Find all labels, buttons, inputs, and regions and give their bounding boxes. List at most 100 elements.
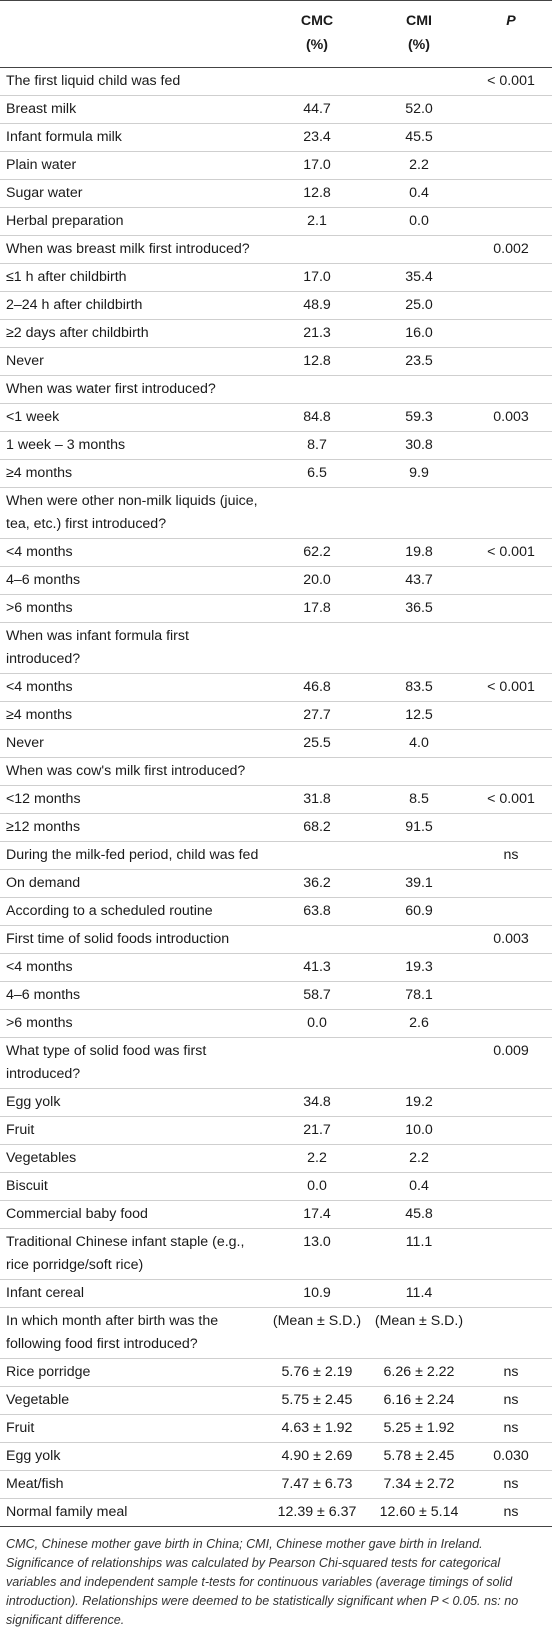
table-row: <4 months 46.8 83.5 < 0.001 <box>0 673 552 702</box>
row-label: <1 week <box>0 403 266 432</box>
table-row: Vegetables 2.2 2.2 <box>0 1144 552 1173</box>
row-label: Normal family meal <box>0 1498 266 1527</box>
row-label: 4–6 months <box>0 981 266 1010</box>
cmi-value: 0.0 <box>368 207 470 236</box>
table-row: Rice porridge 5.76 ± 2.19 6.26 ± 2.22 ns <box>0 1358 552 1387</box>
row-label: First time of solid foods introduction <box>0 925 266 954</box>
data-table: CMC (%) CMI (%) P The first liquid child… <box>0 0 552 1527</box>
table-row: When was cow's milk first introduced? <box>0 757 552 786</box>
table-row: When were other non-milk liquids (juice,… <box>0 487 552 539</box>
row-label: Infant formula milk <box>0 123 266 152</box>
row-label: Traditional Chinese infant staple (e.g.,… <box>0 1228 266 1280</box>
p-value <box>470 207 552 236</box>
table-header: CMC (%) CMI (%) P <box>0 0 552 68</box>
row-label: During the milk-fed period, child was fe… <box>0 841 266 870</box>
row-label: Sugar water <box>0 179 266 208</box>
p-value: 0.003 <box>470 403 552 432</box>
table-row: When was breast milk first introduced? 0.… <box>0 235 552 264</box>
table-row: >6 months 0.0 2.6 <box>0 1009 552 1038</box>
table-row: <1 week 84.8 59.3 0.003 <box>0 403 552 432</box>
p-value: ns <box>470 1386 552 1415</box>
table-row: Plain water 17.0 2.2 <box>0 151 552 180</box>
cmi-value: 11.4 <box>368 1279 470 1308</box>
cmi-value: 16.0 <box>368 319 470 348</box>
row-label: >6 months <box>0 1009 266 1038</box>
cmc-value: 12.8 <box>266 347 368 376</box>
cmc-value: 46.8 <box>266 673 368 702</box>
cmi-value: 4.0 <box>368 729 470 758</box>
p-value: ns <box>470 1358 552 1387</box>
table-row: Vegetable 5.75 ± 2.45 6.16 ± 2.24 ns <box>0 1386 552 1415</box>
cmc-value: 0.0 <box>266 1009 368 1038</box>
p-value: < 0.001 <box>470 785 552 814</box>
cmc-value: 17.0 <box>266 263 368 292</box>
cmi-value: 35.4 <box>368 263 470 292</box>
cmi-value: 45.8 <box>368 1200 470 1229</box>
cmc-value: 20.0 <box>266 566 368 595</box>
row-label: Vegetables <box>0 1144 266 1173</box>
table-row: Fruit 21.7 10.0 <box>0 1116 552 1145</box>
table-footnote: CMC, Chinese mother gave birth in China;… <box>6 1537 519 1627</box>
table-row: What type of solid food was first introd… <box>0 1037 552 1089</box>
table-row: Sugar water 12.8 0.4 <box>0 179 552 208</box>
cmi-value: 30.8 <box>368 431 470 460</box>
cmi-value: 9.9 <box>368 459 470 488</box>
row-label: When was breast milk first introduced? <box>0 235 266 264</box>
table-row: Biscuit 0.0 0.4 <box>0 1172 552 1201</box>
cmc-value: 10.9 <box>266 1279 368 1308</box>
p-value <box>470 729 552 758</box>
table-row: During the milk-fed period, child was fe… <box>0 841 552 870</box>
cmi-value <box>368 925 470 954</box>
cmc-value: 34.8 <box>266 1088 368 1117</box>
row-label: According to a scheduled routine <box>0 897 266 926</box>
table-row: ≥2 days after childbirth 21.3 16.0 <box>0 319 552 348</box>
cmi-value: 60.9 <box>368 897 470 926</box>
cmc-value <box>266 925 368 954</box>
p-value <box>470 1200 552 1229</box>
p-value <box>470 701 552 730</box>
cmc-value: 17.8 <box>266 594 368 623</box>
row-label: Vegetable <box>0 1386 266 1415</box>
cmi-value: 19.3 <box>368 953 470 982</box>
cmi-value: 12.60 ± 5.14 <box>368 1498 470 1527</box>
table-row: ≥4 months 27.7 12.5 <box>0 701 552 730</box>
p-value: < 0.001 <box>470 67 552 96</box>
header-cmc: CMC <box>300 13 334 29</box>
row-label: Never <box>0 347 266 376</box>
row-label: 2–24 h after childbirth <box>0 291 266 320</box>
table-row: <4 months 62.2 19.8 < 0.001 <box>0 538 552 567</box>
cmi-value: 5.25 ± 1.92 <box>368 1414 470 1443</box>
table-row: Commercial baby food 17.4 45.8 <box>0 1200 552 1229</box>
row-label: >6 months <box>0 594 266 623</box>
row-label: Fruit <box>0 1116 266 1145</box>
cmc-value: (Mean ± S.D.) <box>266 1307 368 1359</box>
cmc-value <box>266 487 368 539</box>
row-label: <4 months <box>0 953 266 982</box>
p-value: 0.009 <box>470 1037 552 1089</box>
cmi-value <box>368 1037 470 1089</box>
cmi-value: 52.0 <box>368 95 470 124</box>
cmc-value: 44.7 <box>266 95 368 124</box>
table-row: Never 25.5 4.0 <box>0 729 552 758</box>
cmi-value: 25.0 <box>368 291 470 320</box>
p-value: < 0.001 <box>470 673 552 702</box>
table-row: In which month after birth was the follo… <box>0 1307 552 1359</box>
cmc-value: 68.2 <box>266 813 368 842</box>
row-label: ≥12 months <box>0 813 266 842</box>
cmi-value: (Mean ± S.D.) <box>368 1307 470 1359</box>
p-value <box>470 1088 552 1117</box>
table-body: The first liquid child was fed < 0.001 Bre… <box>0 67 552 1527</box>
cmc-value: 13.0 <box>266 1228 368 1280</box>
header-label-cell <box>0 0 266 68</box>
p-value <box>470 375 552 404</box>
cmc-value: 4.90 ± 2.69 <box>266 1442 368 1471</box>
row-label: When were other non-milk liquids (juice,… <box>0 487 266 539</box>
table-row: When was infant formula first introduced… <box>0 622 552 674</box>
row-label: ≤1 h after childbirth <box>0 263 266 292</box>
row-label: When was infant formula first introduced… <box>0 622 266 674</box>
header-row: CMC (%) CMI (%) P <box>0 0 552 68</box>
table-row: <12 months 31.8 8.5 < 0.001 <box>0 785 552 814</box>
p-value <box>470 291 552 320</box>
table-row: Fruit 4.63 ± 1.92 5.25 ± 1.92 ns <box>0 1414 552 1443</box>
table-row: 4–6 months 20.0 43.7 <box>0 566 552 595</box>
